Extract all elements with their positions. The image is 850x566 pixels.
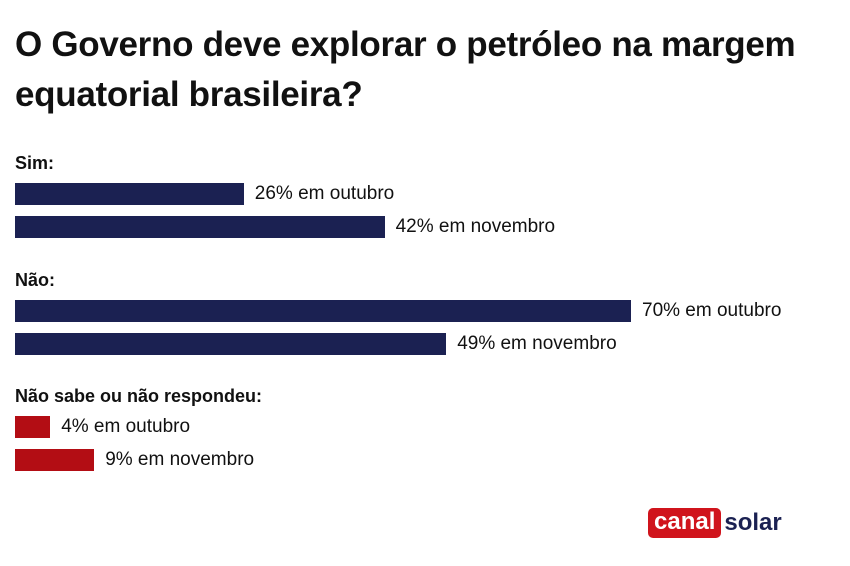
bar	[15, 183, 244, 205]
canal-solar-logo: canal solar	[648, 508, 782, 538]
data-label: 4% em outubro	[61, 416, 191, 437]
bar	[15, 216, 385, 238]
bar	[15, 416, 51, 438]
chart-title: O Governo deve explorar o petróleo na ma…	[15, 25, 796, 114]
logo-canal: canal	[648, 508, 722, 538]
bar	[15, 449, 95, 471]
group-label: Sim:	[15, 153, 55, 173]
group-label: Não:	[15, 270, 55, 290]
data-label: 26% em outubro	[254, 183, 395, 204]
data-label: 42% em novembro	[395, 216, 556, 237]
bar	[15, 300, 631, 322]
data-label: 9% em novembro	[105, 449, 255, 470]
bar	[15, 333, 447, 355]
data-label: 49% em novembro	[457, 333, 617, 354]
logo-solar: solar	[724, 509, 782, 536]
data-label: 70% em outubro	[642, 300, 782, 321]
group-label: Não sabe ou não respondeu:	[15, 386, 263, 406]
